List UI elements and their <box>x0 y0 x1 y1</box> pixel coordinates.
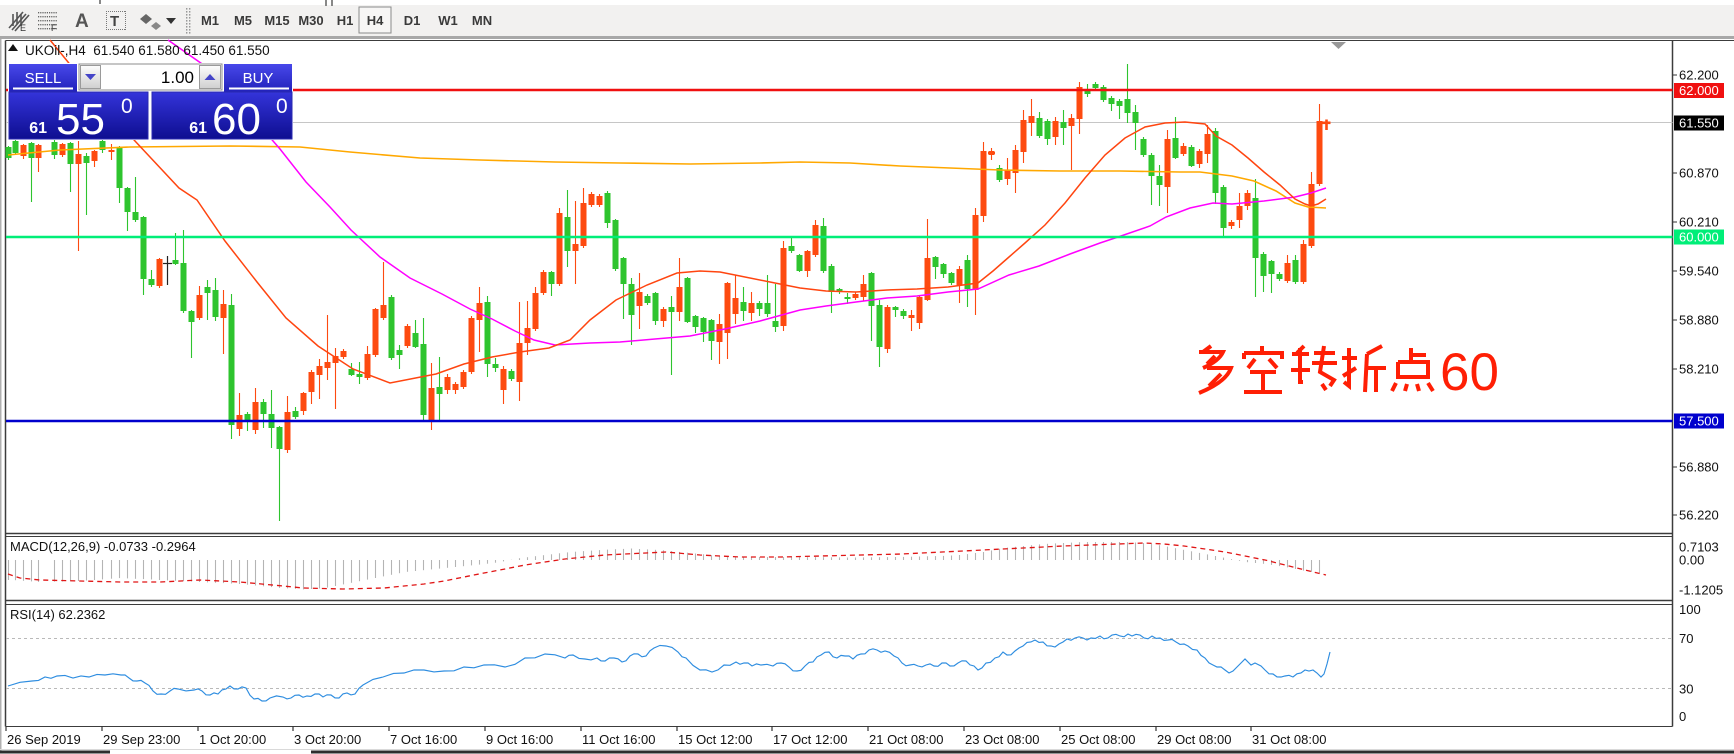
svg-text:58.210: 58.210 <box>1679 362 1719 377</box>
svg-text:61: 61 <box>189 120 207 137</box>
svg-text:60.870: 60.870 <box>1679 166 1719 181</box>
svg-text:0: 0 <box>276 95 288 118</box>
svg-text:F: F <box>51 23 57 33</box>
svg-text:60.210: 60.210 <box>1679 215 1719 230</box>
svg-text:-1.1205: -1.1205 <box>1679 583 1723 598</box>
svg-text:1.00: 1.00 <box>161 68 194 87</box>
svg-text:UKOil-,H4 61.540 61.580 61.45: UKOil-,H4 61.540 61.580 61.450 61.550 <box>25 43 270 58</box>
svg-text:70: 70 <box>1679 631 1693 646</box>
svg-text:60: 60 <box>1440 343 1499 402</box>
svg-text:11 Oct 16:00: 11 Oct 16:00 <box>582 732 655 747</box>
svg-text:29 Sep 23:00: 29 Sep 23:00 <box>103 732 180 747</box>
svg-text:21 Oct 08:00: 21 Oct 08:00 <box>869 732 943 747</box>
svg-text:62.000: 62.000 <box>1679 83 1719 98</box>
svg-text:60.000: 60.000 <box>1679 230 1719 245</box>
svg-text:7 Oct 16:00: 7 Oct 16:00 <box>390 732 457 747</box>
svg-text:55: 55 <box>56 95 105 144</box>
svg-text:0: 0 <box>121 95 133 118</box>
svg-text:61.550: 61.550 <box>1679 116 1719 131</box>
svg-text:3 Oct 20:00: 3 Oct 20:00 <box>294 732 361 747</box>
svg-text:26 Sep 2019: 26 Sep 2019 <box>7 732 81 747</box>
svg-text:59.540: 59.540 <box>1679 264 1719 279</box>
svg-text:H4: H4 <box>367 13 384 28</box>
svg-text:15 Oct 12:00: 15 Oct 12:00 <box>678 732 752 747</box>
svg-text:H1: H1 <box>337 13 354 28</box>
svg-text:62.200: 62.200 <box>1679 68 1719 83</box>
svg-text:100: 100 <box>1679 602 1701 617</box>
svg-text:31 Oct 08:00: 31 Oct 08:00 <box>1252 732 1326 747</box>
svg-text:MACD(12,26,9) -0.0733 -0.2964: MACD(12,26,9) -0.0733 -0.2964 <box>10 539 196 554</box>
svg-text:58.880: 58.880 <box>1679 313 1719 328</box>
svg-text:M15: M15 <box>264 13 289 28</box>
svg-text:61: 61 <box>29 120 47 137</box>
svg-text:W1: W1 <box>438 13 458 28</box>
svg-text:30: 30 <box>1679 682 1693 697</box>
svg-text:BUY: BUY <box>243 70 274 87</box>
svg-text:D1: D1 <box>404 13 421 28</box>
svg-text:E: E <box>20 23 26 33</box>
svg-text:17 Oct 12:00: 17 Oct 12:00 <box>773 732 847 747</box>
svg-text:57.500: 57.500 <box>1679 414 1719 429</box>
svg-text:1 Oct 20:00: 1 Oct 20:00 <box>199 732 266 747</box>
svg-text:60: 60 <box>212 95 261 144</box>
svg-text:M5: M5 <box>234 13 252 28</box>
svg-text:RSI(14) 62.2362: RSI(14) 62.2362 <box>10 607 105 622</box>
svg-text:MN: MN <box>472 13 492 28</box>
svg-text:23 Oct 08:00: 23 Oct 08:00 <box>965 732 1039 747</box>
svg-text:0.7103: 0.7103 <box>1679 540 1719 555</box>
svg-text:0.00: 0.00 <box>1679 553 1704 568</box>
svg-text:M1: M1 <box>201 13 219 28</box>
svg-text:56.880: 56.880 <box>1679 460 1719 475</box>
svg-text:56.220: 56.220 <box>1679 508 1719 523</box>
svg-text:SELL: SELL <box>25 70 62 87</box>
svg-text:T: T <box>110 13 119 30</box>
svg-text:0: 0 <box>1679 709 1686 724</box>
svg-text:29 Oct 08:00: 29 Oct 08:00 <box>1157 732 1231 747</box>
svg-text:A: A <box>75 11 89 32</box>
svg-text:M30: M30 <box>298 13 323 28</box>
svg-text:9 Oct 16:00: 9 Oct 16:00 <box>486 732 553 747</box>
svg-text:25 Oct 08:00: 25 Oct 08:00 <box>1061 732 1135 747</box>
